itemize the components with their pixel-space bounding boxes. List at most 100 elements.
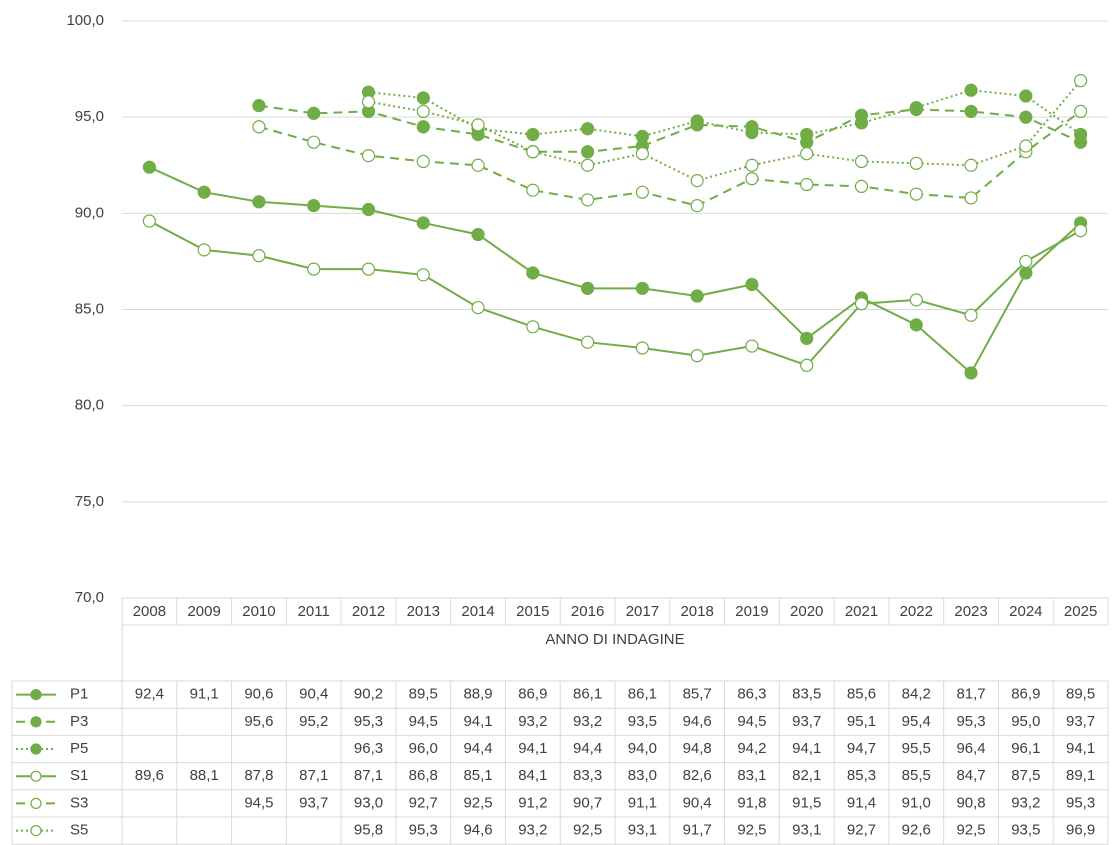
x-axis-title: ANNO DI INDAGINE — [545, 631, 684, 648]
table-value: 95,3 — [354, 713, 383, 730]
y-tick-label: 80,0 — [75, 397, 104, 414]
data-point — [690, 199, 704, 213]
x-tick-label: 2010 — [242, 603, 275, 620]
table-value: 92,5 — [463, 794, 492, 811]
data-point — [1019, 139, 1033, 153]
table-value: 86,9 — [1011, 686, 1040, 703]
table-value: 83,5 — [792, 686, 821, 703]
data-point — [471, 300, 485, 315]
table-value: 94,6 — [683, 713, 712, 730]
data-point — [635, 341, 649, 355]
table-value: 83,1 — [737, 767, 766, 784]
series-line — [258, 104, 1082, 153]
data-point — [526, 145, 540, 159]
series-line — [258, 110, 1082, 207]
table-value: 89,1 — [1066, 767, 1095, 784]
table-value: 93,2 — [1011, 794, 1040, 811]
table-value: 85,5 — [902, 767, 931, 784]
x-tick-label: 2012 — [352, 603, 385, 620]
data-point — [909, 293, 923, 307]
table-value: 95,3 — [956, 713, 985, 730]
data-point — [964, 191, 978, 205]
x-tick-label: 2020 — [790, 603, 823, 620]
table-value: 90,2 — [354, 686, 383, 703]
data-point — [635, 281, 649, 295]
x-tick-label: 2016 — [571, 603, 604, 620]
table-value: 85,1 — [463, 767, 492, 784]
y-tick-label: 70,0 — [75, 589, 104, 606]
table-value: 85,3 — [847, 767, 876, 784]
data-point — [252, 249, 266, 263]
table-value: 95,0 — [1011, 713, 1040, 730]
x-tick-label: 2024 — [1009, 603, 1042, 620]
table-value: 93,0 — [354, 794, 383, 811]
table-value: 90,8 — [956, 794, 985, 811]
data-point — [416, 216, 430, 230]
legend-marker — [30, 688, 42, 701]
data-point — [964, 366, 978, 380]
y-tick-label: 100,0 — [66, 12, 104, 29]
table-value: 91,8 — [737, 794, 766, 811]
data-point — [1074, 104, 1088, 118]
x-tick-label: 2008 — [133, 603, 166, 620]
table-value: 96,4 — [956, 740, 985, 757]
data-point — [416, 104, 430, 118]
data-point — [307, 106, 321, 120]
data-point — [1019, 110, 1033, 124]
data-point — [307, 199, 321, 213]
table-value: 94,1 — [1066, 740, 1095, 757]
x-tick-label: 2022 — [900, 603, 933, 620]
table-value: 95,4 — [902, 713, 931, 730]
data-point — [690, 114, 704, 128]
data-point — [800, 358, 814, 372]
data-point — [635, 185, 649, 199]
data-point — [745, 172, 759, 186]
table-value: 86,1 — [628, 686, 657, 703]
table-value: 89,6 — [135, 767, 164, 784]
table-value: 92,5 — [956, 822, 985, 839]
x-tick-label: 2015 — [516, 603, 549, 620]
table-value: 82,6 — [683, 767, 712, 784]
data-point — [416, 154, 430, 169]
legend-marker — [30, 743, 42, 755]
x-tick-label: 2017 — [626, 603, 659, 620]
table-value: 90,6 — [244, 686, 273, 703]
table-value: 94,0 — [628, 740, 657, 757]
data-point — [909, 156, 923, 170]
data-point — [307, 262, 321, 276]
data-point — [471, 227, 485, 242]
legend-marker — [30, 770, 42, 782]
table-value: 94,5 — [737, 713, 766, 730]
data-point — [197, 243, 211, 257]
table-value: 86,3 — [737, 686, 766, 703]
table-value: 93,7 — [792, 713, 821, 730]
table-value: 84,1 — [518, 767, 547, 784]
y-tick-label: 90,0 — [75, 204, 104, 221]
legend-label: S5 — [70, 822, 88, 839]
data-point — [142, 214, 156, 228]
data-point — [800, 177, 814, 192]
table-value: 94,7 — [847, 740, 876, 757]
table-value: 93,2 — [518, 822, 547, 839]
x-tick-label: 2018 — [680, 603, 713, 620]
data-point — [361, 95, 376, 109]
data-point — [964, 308, 978, 322]
legend-marker — [30, 797, 42, 810]
data-point — [909, 187, 923, 201]
table-value: 85,7 — [683, 686, 712, 703]
data-point — [635, 129, 649, 143]
table-value: 90,4 — [683, 794, 712, 811]
table-value: 94,4 — [463, 740, 492, 757]
table-value: 87,8 — [244, 767, 273, 784]
legend-label: P5 — [70, 740, 88, 757]
series-line — [148, 166, 1082, 375]
x-tick-label: 2025 — [1064, 603, 1097, 620]
data-point — [745, 125, 759, 140]
table-value: 93,1 — [792, 822, 821, 839]
table-value: 86,1 — [573, 686, 602, 703]
table-value: 95,5 — [902, 740, 931, 757]
table-value: 88,1 — [190, 767, 219, 784]
table-value: 85,6 — [847, 686, 876, 703]
table-value: 92,5 — [573, 822, 602, 839]
table-value: 91,5 — [792, 794, 821, 811]
